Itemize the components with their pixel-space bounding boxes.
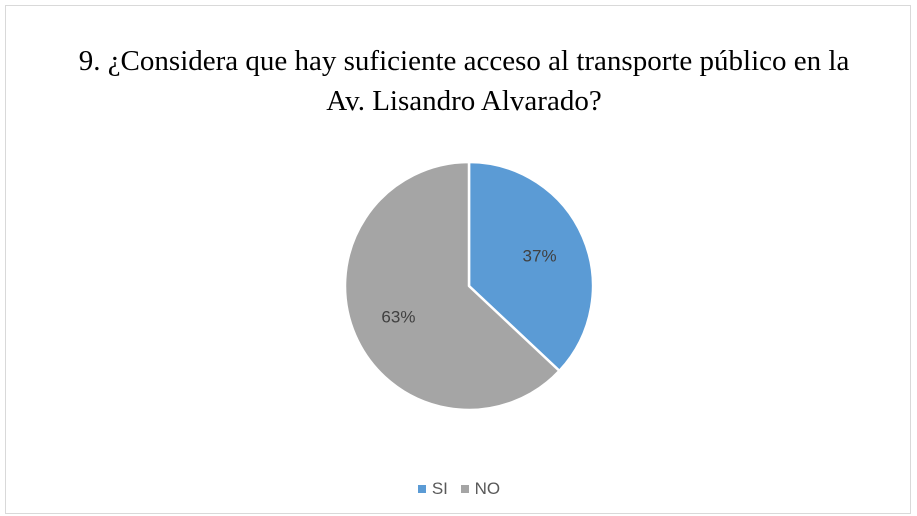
pie-chart: 37% 63% <box>343 160 595 412</box>
chart-title: 9. ¿Considera que hay suficiente acceso … <box>78 45 850 117</box>
slice-label-si: 37% <box>523 246 557 265</box>
legend-label-si: SI <box>431 479 448 498</box>
legend-entry-no: NO <box>460 479 501 499</box>
pie-slice-si <box>467 160 595 373</box>
pie-slice-no <box>343 160 561 412</box>
legend-label-no: NO <box>474 479 501 498</box>
legend-swatch-no <box>460 485 469 493</box>
chart-frame: 9. ¿Considera que hay suficiente acceso … <box>5 5 911 514</box>
chart-legend: SI NO <box>6 479 912 499</box>
slice-label-no: 63% <box>381 308 415 327</box>
legend-entry-si: SI <box>417 479 448 499</box>
legend-swatch-si <box>417 485 426 493</box>
